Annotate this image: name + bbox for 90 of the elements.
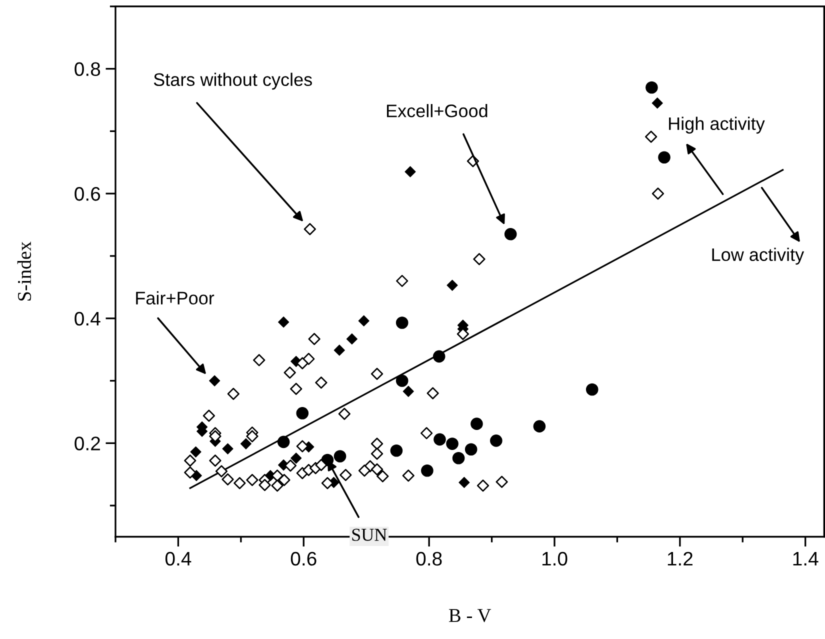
x-tick-label: 0.4 (165, 552, 192, 566)
point (396, 374, 408, 387)
point (420, 427, 433, 440)
point (446, 438, 458, 450)
point (334, 450, 346, 462)
point (296, 440, 308, 452)
point (376, 470, 389, 482)
point (209, 430, 222, 442)
point (434, 433, 446, 446)
annotation: SUN (352, 528, 387, 541)
point (308, 332, 320, 346)
point (184, 466, 196, 479)
point (646, 81, 658, 94)
point (358, 464, 371, 477)
x-axis-title: B - V (448, 609, 492, 622)
point (315, 376, 328, 389)
point (652, 188, 664, 200)
point (222, 473, 234, 486)
point (290, 382, 302, 395)
point (396, 316, 408, 329)
annotation: Stars without cycles (154, 72, 312, 90)
x-tick-label: 0.6 (290, 552, 316, 566)
x-tick-label: 1.0 (542, 552, 568, 566)
point (496, 476, 508, 488)
point (215, 465, 228, 478)
point (202, 410, 216, 422)
point (234, 477, 246, 490)
point (209, 375, 220, 386)
annotation: Fair+Poor (136, 291, 214, 305)
point (340, 468, 352, 482)
point (458, 476, 470, 488)
point (370, 463, 384, 476)
point (278, 474, 290, 486)
point (586, 383, 598, 396)
annotation: High activity (669, 116, 765, 134)
point (404, 166, 416, 178)
point (421, 464, 434, 477)
point (346, 333, 358, 345)
point (370, 448, 384, 460)
point (271, 480, 284, 492)
x-tick-label: 1.2 (668, 552, 692, 566)
x-tick-label: 0.8 (416, 552, 442, 566)
point (277, 436, 290, 448)
point (304, 223, 316, 236)
point (533, 420, 546, 432)
point (290, 452, 302, 464)
annotation: Excell+Good (386, 104, 488, 118)
point (464, 443, 478, 456)
point (402, 470, 414, 482)
point (504, 228, 517, 240)
point (222, 443, 234, 454)
point (246, 430, 258, 442)
y-tick-label: 0.2 (74, 436, 100, 450)
point (370, 438, 384, 450)
point (446, 280, 458, 291)
point (645, 130, 658, 143)
point (334, 344, 345, 356)
point (473, 253, 486, 266)
point (315, 458, 328, 472)
point (358, 315, 370, 326)
point (370, 368, 384, 380)
point (184, 454, 196, 467)
y-tick-label: 0.6 (74, 187, 100, 201)
point (246, 474, 258, 486)
annotation: Low activity (712, 248, 804, 265)
point (258, 478, 271, 492)
point (658, 151, 670, 164)
point (652, 98, 663, 109)
point (338, 408, 350, 420)
y-tick-label: 0.4 (74, 312, 100, 326)
y-axis-title: S-index (17, 242, 32, 301)
point (426, 387, 439, 400)
point (402, 386, 414, 397)
y-tick-label: 0.8 (74, 62, 100, 76)
point (390, 444, 403, 457)
point (284, 366, 296, 379)
point (432, 350, 446, 363)
point (296, 407, 309, 420)
point (490, 434, 502, 447)
point (476, 480, 490, 492)
point (278, 316, 290, 328)
point (209, 454, 222, 467)
point (240, 438, 252, 450)
point (253, 354, 266, 366)
point (396, 274, 408, 288)
point (452, 452, 465, 464)
point (190, 446, 202, 458)
point (227, 388, 240, 400)
point (470, 418, 483, 430)
x-tick-label: 1.4 (793, 552, 818, 566)
